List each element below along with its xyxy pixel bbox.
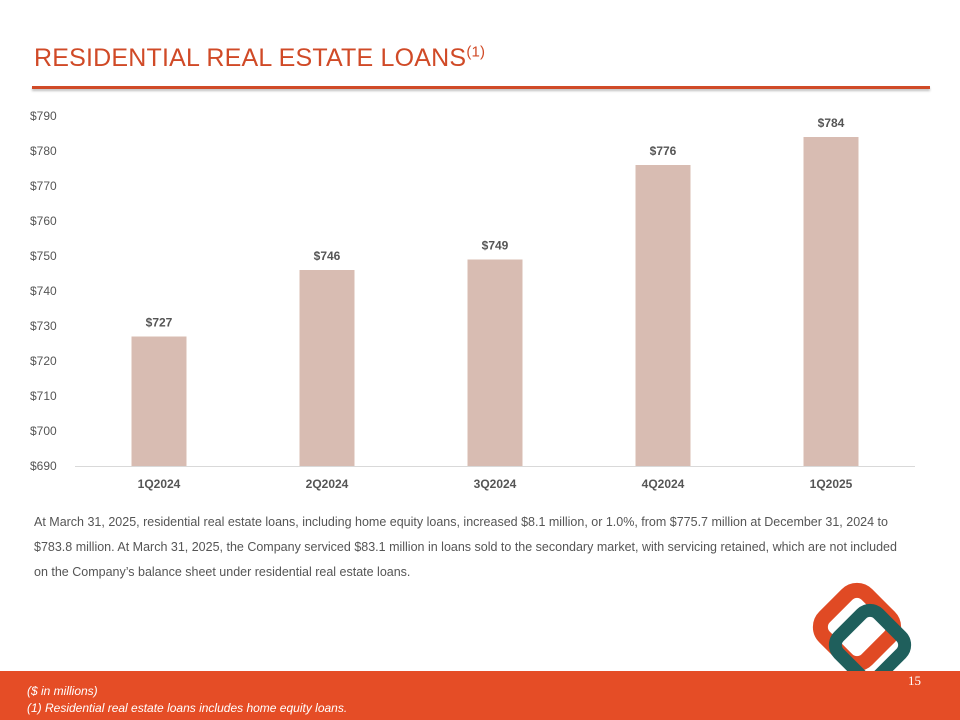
bar <box>131 336 187 466</box>
bar-chart: $690 $700 $710 $720 $730 $740 $750 $760 $770 $780… <box>30 109 915 491</box>
y-tick-label: $720 <box>30 354 57 368</box>
data-label: $746 <box>314 249 341 263</box>
y-tick-label: $790 <box>30 109 57 123</box>
bar <box>299 270 355 466</box>
title-divider <box>32 86 930 89</box>
slide-title: RESIDENTIAL REAL ESTATE LOANS(1) <box>34 44 485 73</box>
y-tick-label: $740 <box>30 284 57 298</box>
data-label: $727 <box>146 316 173 330</box>
diamond-logo-icon <box>812 582 912 687</box>
bar <box>803 137 859 466</box>
body-paragraph: At March 31, 2025, residential real esta… <box>34 515 897 579</box>
page-number: 15 <box>908 673 921 688</box>
footer-bar <box>0 671 960 720</box>
logo-inner-diamond <box>828 603 912 687</box>
y-tick-label: $760 <box>30 214 57 228</box>
footnote-units: ($ in millions) <box>27 684 98 698</box>
x-tick-label: 4Q2024 <box>642 477 685 491</box>
x-tick-label: 2Q2024 <box>306 477 349 491</box>
y-tick-label: $780 <box>30 144 57 158</box>
y-tick-label: $750 <box>30 249 57 263</box>
data-label: $784 <box>818 116 845 130</box>
slide-title-text: RESIDENTIAL REAL ESTATE LOANS <box>34 44 467 72</box>
y-tick-label: $700 <box>30 424 57 438</box>
bar <box>467 259 523 466</box>
x-tick-label: 1Q2024 <box>138 477 181 491</box>
y-tick-label: $770 <box>30 179 57 193</box>
y-tick-label: $690 <box>30 459 57 473</box>
y-tick-label: $710 <box>30 389 57 403</box>
bar <box>635 165 691 466</box>
x-tick-label: 1Q2025 <box>810 477 853 491</box>
x-tick-label: 3Q2024 <box>474 477 517 491</box>
data-label: $749 <box>482 239 509 253</box>
y-tick-label: $730 <box>30 319 57 333</box>
title-footnote-marker: (1) <box>466 43 486 61</box>
footnote-definition: (1) Residential real estate loans includ… <box>27 701 348 715</box>
data-label: $776 <box>650 144 677 158</box>
